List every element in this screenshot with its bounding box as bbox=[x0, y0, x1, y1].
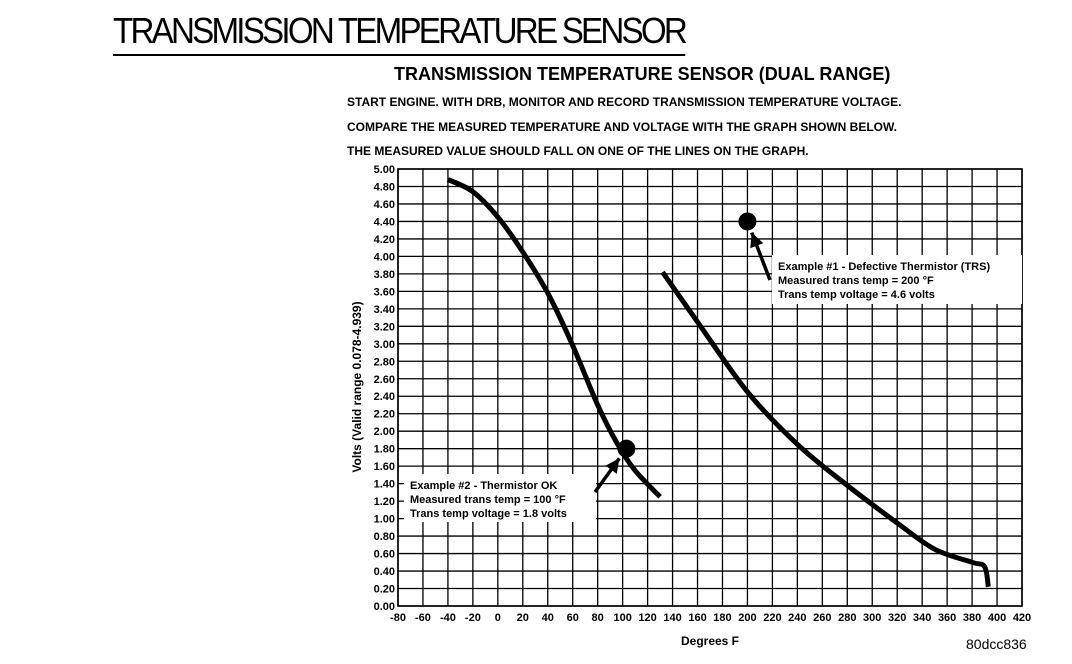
y-tick-label: 2.00 bbox=[374, 426, 395, 438]
x-tick-label: 340 bbox=[913, 612, 931, 624]
x-tick-label: 280 bbox=[838, 612, 856, 624]
instruction-line-2: COMPARE THE MEASURED TEMPERATURE AND VOL… bbox=[347, 120, 897, 134]
annotation-2-line-3: Trans temp voltage = 1.8 volts bbox=[410, 508, 567, 520]
series-line-1 bbox=[446, 177, 662, 499]
annotation-box-1 bbox=[772, 255, 1022, 304]
chart-title: TRANSMISSION TEMPERATURE SENSOR (DUAL RA… bbox=[394, 64, 891, 84]
instruction-line-1: START ENGINE. WITH DRB, MONITOR AND RECO… bbox=[347, 95, 902, 109]
annotation-1-line-3: Trans temp voltage = 4.6 volts bbox=[778, 289, 935, 301]
y-tick-label: 5.00 bbox=[374, 164, 395, 176]
x-axis-label: Degrees F bbox=[681, 634, 739, 648]
series-line-2 bbox=[660, 270, 991, 588]
annotation-1-line-2: Measured trans temp = 200 °F bbox=[778, 275, 934, 287]
x-tick-label: 140 bbox=[663, 612, 681, 624]
y-tick-label: 2.20 bbox=[374, 409, 395, 421]
x-tick-label: -60 bbox=[415, 612, 431, 624]
x-tick-label: 300 bbox=[863, 612, 881, 624]
x-tick-label: 80 bbox=[592, 612, 604, 624]
y-tick-label: 4.40 bbox=[374, 216, 395, 228]
x-tick-label: 100 bbox=[613, 612, 631, 624]
x-tick-label: 240 bbox=[788, 612, 806, 624]
x-tick-label: 0 bbox=[495, 612, 501, 624]
figure-id: 80dcc836 bbox=[966, 636, 1027, 652]
y-tick-label: 3.20 bbox=[374, 321, 395, 333]
y-tick-label: 4.60 bbox=[374, 199, 395, 211]
annotation-arrowhead-2 bbox=[605, 458, 620, 474]
x-tick-label: 20 bbox=[517, 612, 529, 624]
annotation-1-line-1: Example #1 - Defective Thermistor (TRS) bbox=[778, 261, 990, 273]
annotations: Example #1 - Defective Thermistor (TRS) M… bbox=[404, 232, 1022, 522]
y-tick-label: 0.60 bbox=[374, 549, 395, 561]
y-tick-label: 4.00 bbox=[374, 251, 395, 263]
x-tick-label: 160 bbox=[688, 612, 706, 624]
x-tick-label: 200 bbox=[738, 612, 756, 624]
x-tick-label: 60 bbox=[567, 612, 579, 624]
x-tick-label: -20 bbox=[465, 612, 481, 624]
y-tick-label: 2.60 bbox=[374, 374, 395, 386]
y-tick-label: 3.60 bbox=[374, 286, 395, 298]
y-tick-label: 0.80 bbox=[374, 531, 395, 543]
y-tick-label: 4.20 bbox=[374, 234, 395, 246]
y-tick-label: 2.40 bbox=[374, 391, 395, 403]
y-tick-label: 1.80 bbox=[374, 444, 395, 456]
annotation-arrowhead-1 bbox=[750, 232, 764, 249]
x-tick-label: 40 bbox=[542, 612, 554, 624]
x-tick-label: 380 bbox=[963, 612, 981, 624]
x-tick-label: 400 bbox=[988, 612, 1006, 624]
x-tick-label: -80 bbox=[390, 612, 406, 624]
chart-grid bbox=[397, 168, 1023, 607]
y-tick-label: 3.80 bbox=[374, 269, 395, 281]
example-point-1 bbox=[738, 212, 757, 231]
x-tick-label: 260 bbox=[813, 612, 831, 624]
instruction-line-3: THE MEASURED VALUE SHOULD FALL ON ONE OF… bbox=[347, 144, 809, 158]
y-tick-label: 1.40 bbox=[374, 479, 395, 491]
y-tick-labels: 0.00 0.20 0.40 0.60 0.80 1.00 1.20 1.40 1.60 1.80… bbox=[374, 164, 395, 613]
y-tick-label: 0.00 bbox=[374, 601, 395, 613]
y-tick-label: 0.40 bbox=[374, 566, 395, 578]
y-tick-label: 1.60 bbox=[374, 461, 395, 473]
annotation-box-2 bbox=[404, 474, 596, 522]
plot-border bbox=[397, 168, 1023, 607]
x-tick-label: 420 bbox=[1013, 612, 1031, 624]
page-title: TRANSMISSION TEMPERATURE SENSOR bbox=[113, 10, 688, 56]
y-tick-label: 1.20 bbox=[374, 496, 395, 508]
example-point-2 bbox=[617, 439, 636, 458]
y-tick-label: 4.80 bbox=[374, 181, 395, 193]
y-tick-label: 3.00 bbox=[374, 339, 395, 351]
y-tick-label: 3.40 bbox=[374, 304, 395, 316]
x-tick-label: 180 bbox=[713, 612, 731, 624]
x-tick-labels: -80 -60 -40 -20 0 20 40 60 80 100 120 140 160 180 200 2… bbox=[390, 612, 1031, 624]
y-axis-label: Volts (Valid range 0.078-4.939) bbox=[350, 301, 364, 472]
annotation-2-line-1: Example #2 - Thermistor OK bbox=[410, 480, 557, 492]
annotation-2-line-2: Measured trans temp = 100 °F bbox=[410, 494, 566, 506]
x-tick-label: 220 bbox=[763, 612, 781, 624]
y-tick-label: 0.20 bbox=[374, 584, 395, 596]
x-tick-label: 120 bbox=[638, 612, 656, 624]
x-tick-label: -40 bbox=[440, 612, 456, 624]
y-tick-label: 2.80 bbox=[374, 356, 395, 368]
x-tick-label: 360 bbox=[938, 612, 956, 624]
y-tick-label: 1.00 bbox=[374, 514, 395, 526]
x-tick-label: 320 bbox=[888, 612, 906, 624]
series-lines bbox=[446, 177, 991, 588]
